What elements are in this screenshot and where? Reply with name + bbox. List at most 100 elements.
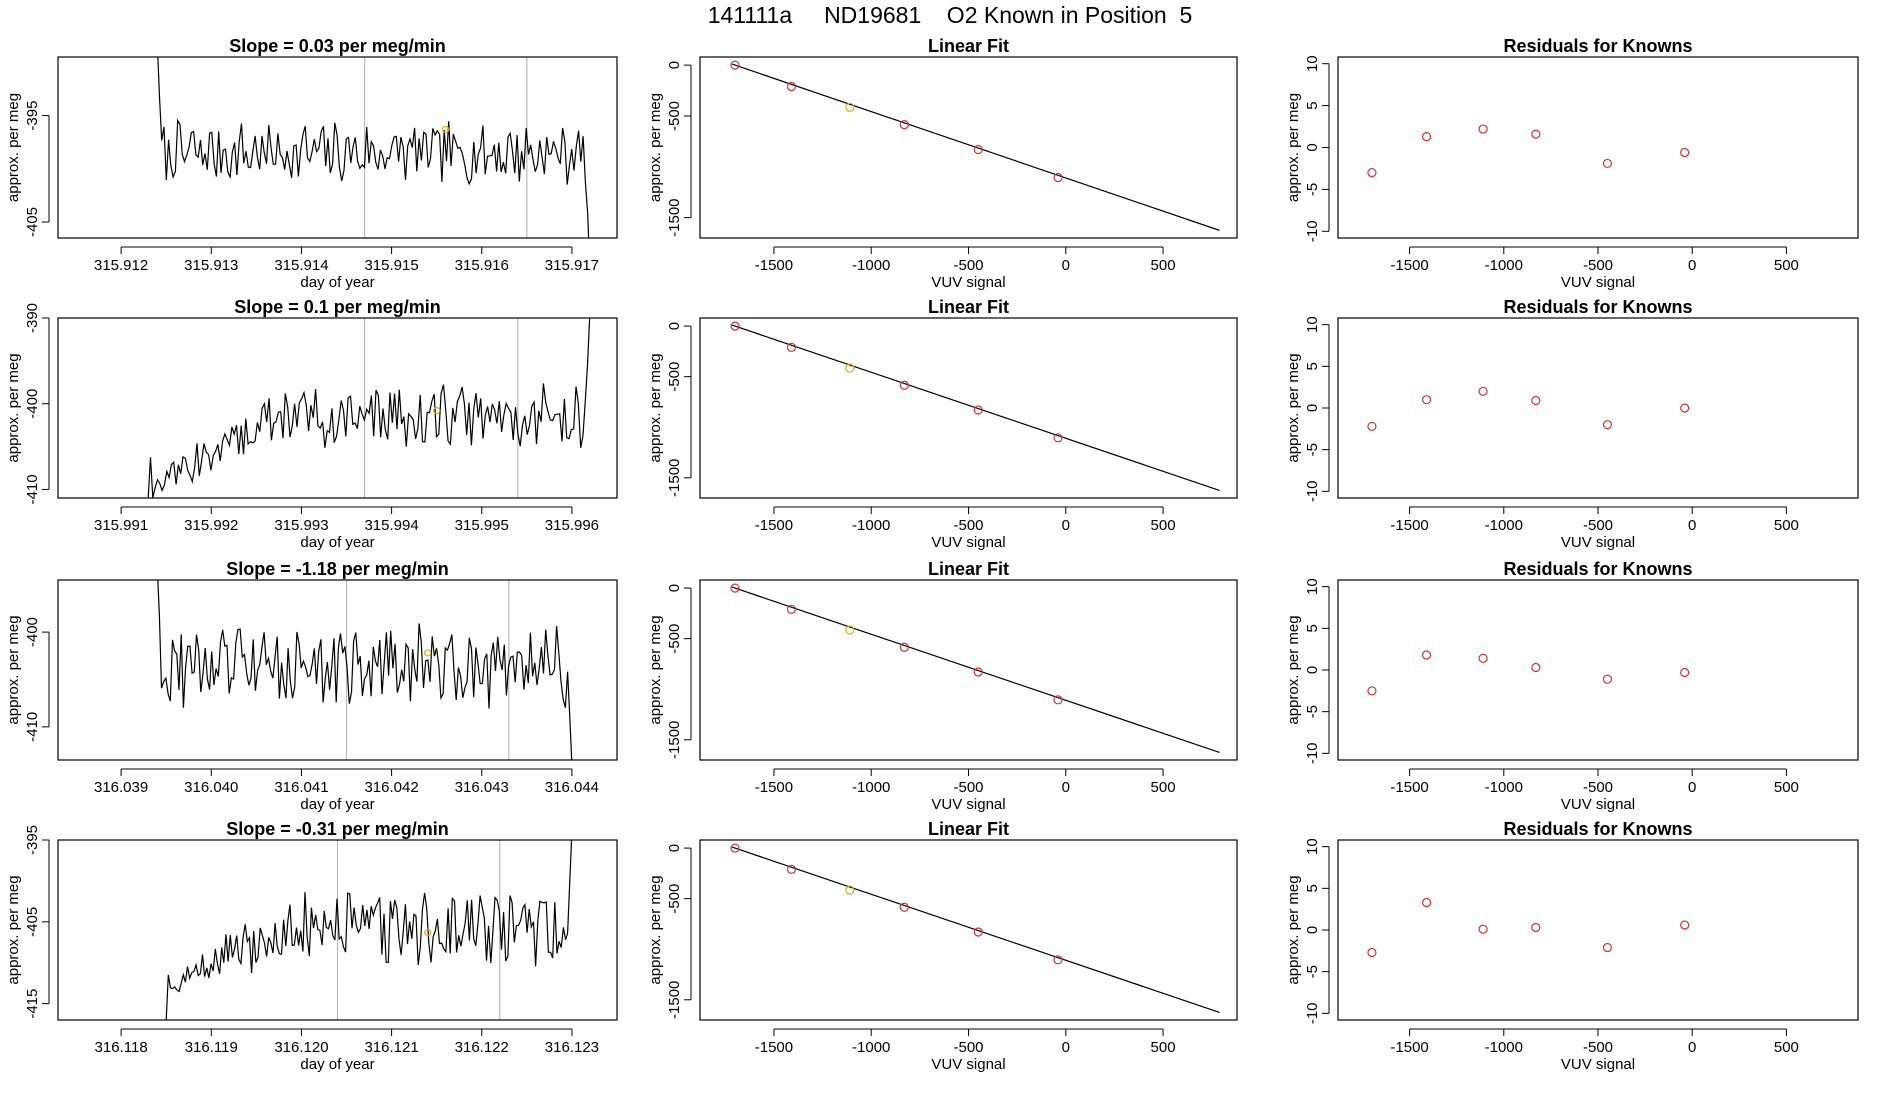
- x-tick-label: 315.992: [184, 517, 238, 534]
- y-tick-label: -500: [666, 884, 683, 914]
- plot-area: [157, 57, 590, 238]
- plot-area: [1367, 897, 1690, 958]
- panel-title: Slope = -1.18 per meg/min: [226, 559, 449, 579]
- panel-frame: [699, 317, 1238, 499]
- data-point: [1053, 955, 1063, 965]
- data-point: [845, 885, 855, 895]
- data-point: [786, 864, 797, 874]
- x-tick-label: 500: [1151, 1039, 1176, 1056]
- x-tick-label: 316.123: [545, 1039, 599, 1056]
- x-tick-label: 0: [1062, 517, 1070, 534]
- residual-point: [1680, 920, 1690, 930]
- data-point: [730, 843, 740, 853]
- data-point: [973, 927, 983, 937]
- x-tick-label: -1500: [755, 517, 793, 534]
- x-tick-label: 0: [1062, 779, 1070, 796]
- data-point: [730, 321, 740, 331]
- x-tick-label: -1000: [1485, 257, 1523, 274]
- data-trace: [157, 57, 590, 238]
- panel-frame: [699, 839, 1238, 1021]
- x-tick-label: 315.915: [364, 257, 418, 274]
- x-tick-label: -1000: [1485, 517, 1523, 534]
- y-tick-label: 0: [666, 844, 683, 852]
- data-point: [845, 102, 855, 112]
- panel-2: Slope = 0.1 per meg/min 315.991 315.992 315…: [5, 297, 618, 551]
- x-tick-label: 315.991: [94, 517, 148, 534]
- fit-line: [731, 846, 1220, 1013]
- y-axis-label: approx. per meg: [5, 93, 22, 202]
- data-point: [786, 604, 797, 614]
- y-tick-label: -405: [24, 907, 41, 937]
- panel-title: Linear Fit: [928, 819, 1009, 839]
- x-axis-label: VUV signal: [931, 274, 1005, 291]
- y-tick-label: -395: [24, 101, 41, 131]
- residual-point: [1531, 395, 1541, 406]
- x-tick-label: 315.913: [184, 257, 238, 274]
- y-tick-label: -500: [666, 624, 683, 654]
- panel-7: Linear Fit -1500 -1000 -500 0 500 VUV signal -1…: [647, 559, 1238, 813]
- x-tick-label: 0: [1688, 1039, 1696, 1056]
- y-tick-label: -10: [1304, 220, 1321, 242]
- residual-point: [1478, 924, 1488, 934]
- x-tick-label: 0: [1688, 779, 1696, 796]
- fit-line: [731, 586, 1220, 753]
- highlight-point: [433, 406, 441, 415]
- residual-point: [1421, 132, 1432, 142]
- x-tick-label: -1500: [1390, 257, 1428, 274]
- panel-title: Slope = 0.03 per meg/min: [229, 36, 446, 56]
- x-tick-label: 315.916: [455, 257, 509, 274]
- x-tick-label: 0: [1688, 257, 1696, 274]
- x-tick-label: 316.042: [364, 779, 418, 796]
- fit-line: [731, 324, 1220, 491]
- y-tick-label: -400: [24, 617, 41, 647]
- x-tick-label: -1500: [755, 257, 793, 274]
- y-tick-label: -500: [666, 101, 683, 131]
- residual-point: [1602, 420, 1613, 430]
- y-axis-label: approx. per meg: [647, 353, 664, 462]
- data-point: [899, 380, 909, 390]
- x-tick-label: 316.041: [274, 779, 328, 796]
- x-tick-label: 316.119: [185, 1039, 238, 1056]
- x-tick-label: -500: [953, 779, 983, 796]
- plot-area: [730, 583, 1220, 753]
- y-tick-label: 5: [1304, 884, 1321, 892]
- x-axis-label: VUV signal: [1561, 796, 1635, 813]
- x-axis-label: VUV signal: [931, 796, 1005, 813]
- y-tick-label: -410: [24, 474, 41, 504]
- y-tick-label: 0: [666, 61, 683, 69]
- panel-frame: [57, 317, 618, 499]
- panel-title: Residuals for Knowns: [1503, 297, 1692, 317]
- x-tick-label: 316.044: [545, 779, 599, 796]
- y-axis-label: approx. per meg: [5, 615, 22, 724]
- plot-area: [730, 60, 1220, 231]
- x-tick-label: -1000: [1485, 1039, 1523, 1056]
- data-point: [786, 81, 797, 92]
- x-tick-label: 500: [1774, 1039, 1799, 1056]
- residual-point: [1421, 650, 1432, 660]
- x-tick-label: 315.912: [94, 257, 148, 274]
- panel-title: Linear Fit: [928, 36, 1009, 56]
- x-tick-label: -1000: [852, 1039, 890, 1056]
- y-tick-label: -10: [1304, 480, 1321, 502]
- y-tick-label: -1500: [666, 198, 683, 236]
- data-point: [1053, 172, 1063, 183]
- x-tick-label: 500: [1151, 517, 1176, 534]
- x-tick-label: -1000: [1485, 779, 1523, 796]
- y-axis-label: approx. per meg: [647, 875, 664, 984]
- x-tick-label: -1500: [1390, 517, 1428, 534]
- plot-area: [1367, 650, 1690, 696]
- fit-line: [731, 63, 1220, 231]
- x-tick-label: -500: [1583, 779, 1613, 796]
- y-tick-label: -500: [666, 362, 683, 392]
- panel-frame: [699, 56, 1238, 239]
- y-axis-label: approx. per meg: [647, 93, 664, 202]
- x-tick-label: 316.039: [94, 779, 148, 796]
- panel-frame: [1337, 56, 1859, 239]
- data-point: [730, 60, 740, 70]
- x-tick-label: 315.993: [274, 517, 328, 534]
- x-tick-label: 500: [1774, 517, 1799, 534]
- y-tick-label: -5: [1304, 705, 1321, 718]
- x-tick-label: 500: [1774, 779, 1799, 796]
- residual-point: [1421, 897, 1432, 908]
